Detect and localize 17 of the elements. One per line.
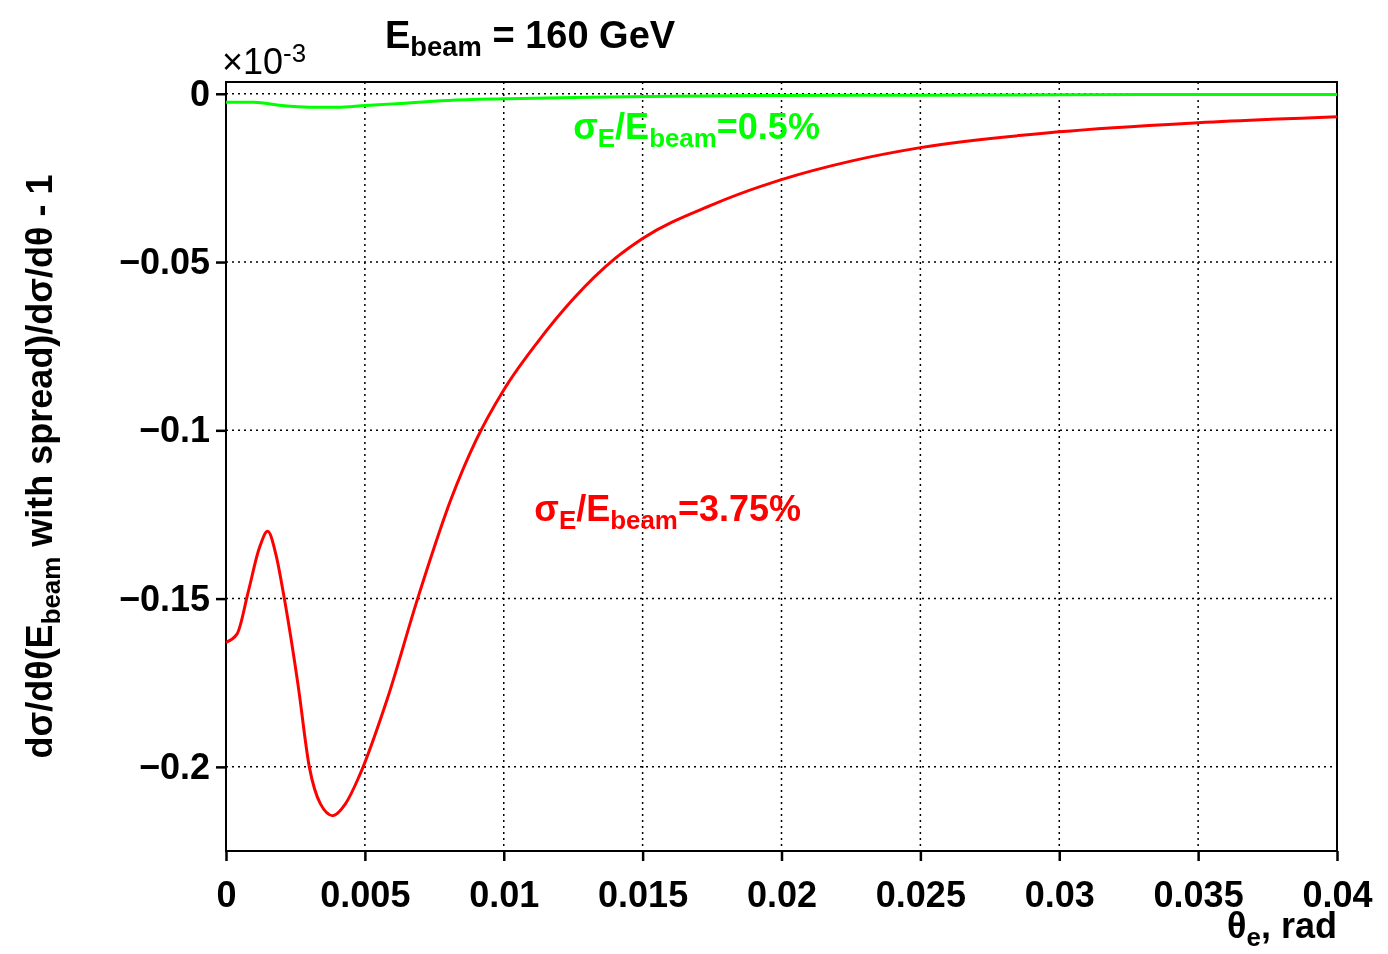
y-tick-label: −0.15 [118, 577, 210, 619]
x-tick-label: 0.01 [469, 873, 540, 915]
x-tick-label: 0.015 [598, 873, 689, 915]
text: ×10$^{-3}$ [222, 39, 307, 82]
line-series [224, 92, 1339, 109]
y-tick-label: −0.1 [138, 409, 210, 451]
series-label: σ$_{E}$/E$_{beam}$=0.5% [573, 106, 820, 153]
y-tick-label: −0.2 [138, 745, 210, 787]
y-tick-label: 0 [189, 72, 210, 114]
text: σ$_{E}$/E$_{beam}$=3.75% [534, 488, 802, 534]
y-tick-label: −0.05 [118, 241, 210, 283]
x-tick-label: 0.005 [320, 873, 411, 915]
chart-title: E$_{beam}$ = 160 GeV [385, 14, 676, 63]
x-tick-label: 0.02 [746, 873, 818, 915]
x-tick-label: 0.025 [875, 873, 966, 915]
x-tick-label: 0 [216, 873, 237, 915]
x-tick-label: 0.03 [1024, 873, 1095, 915]
